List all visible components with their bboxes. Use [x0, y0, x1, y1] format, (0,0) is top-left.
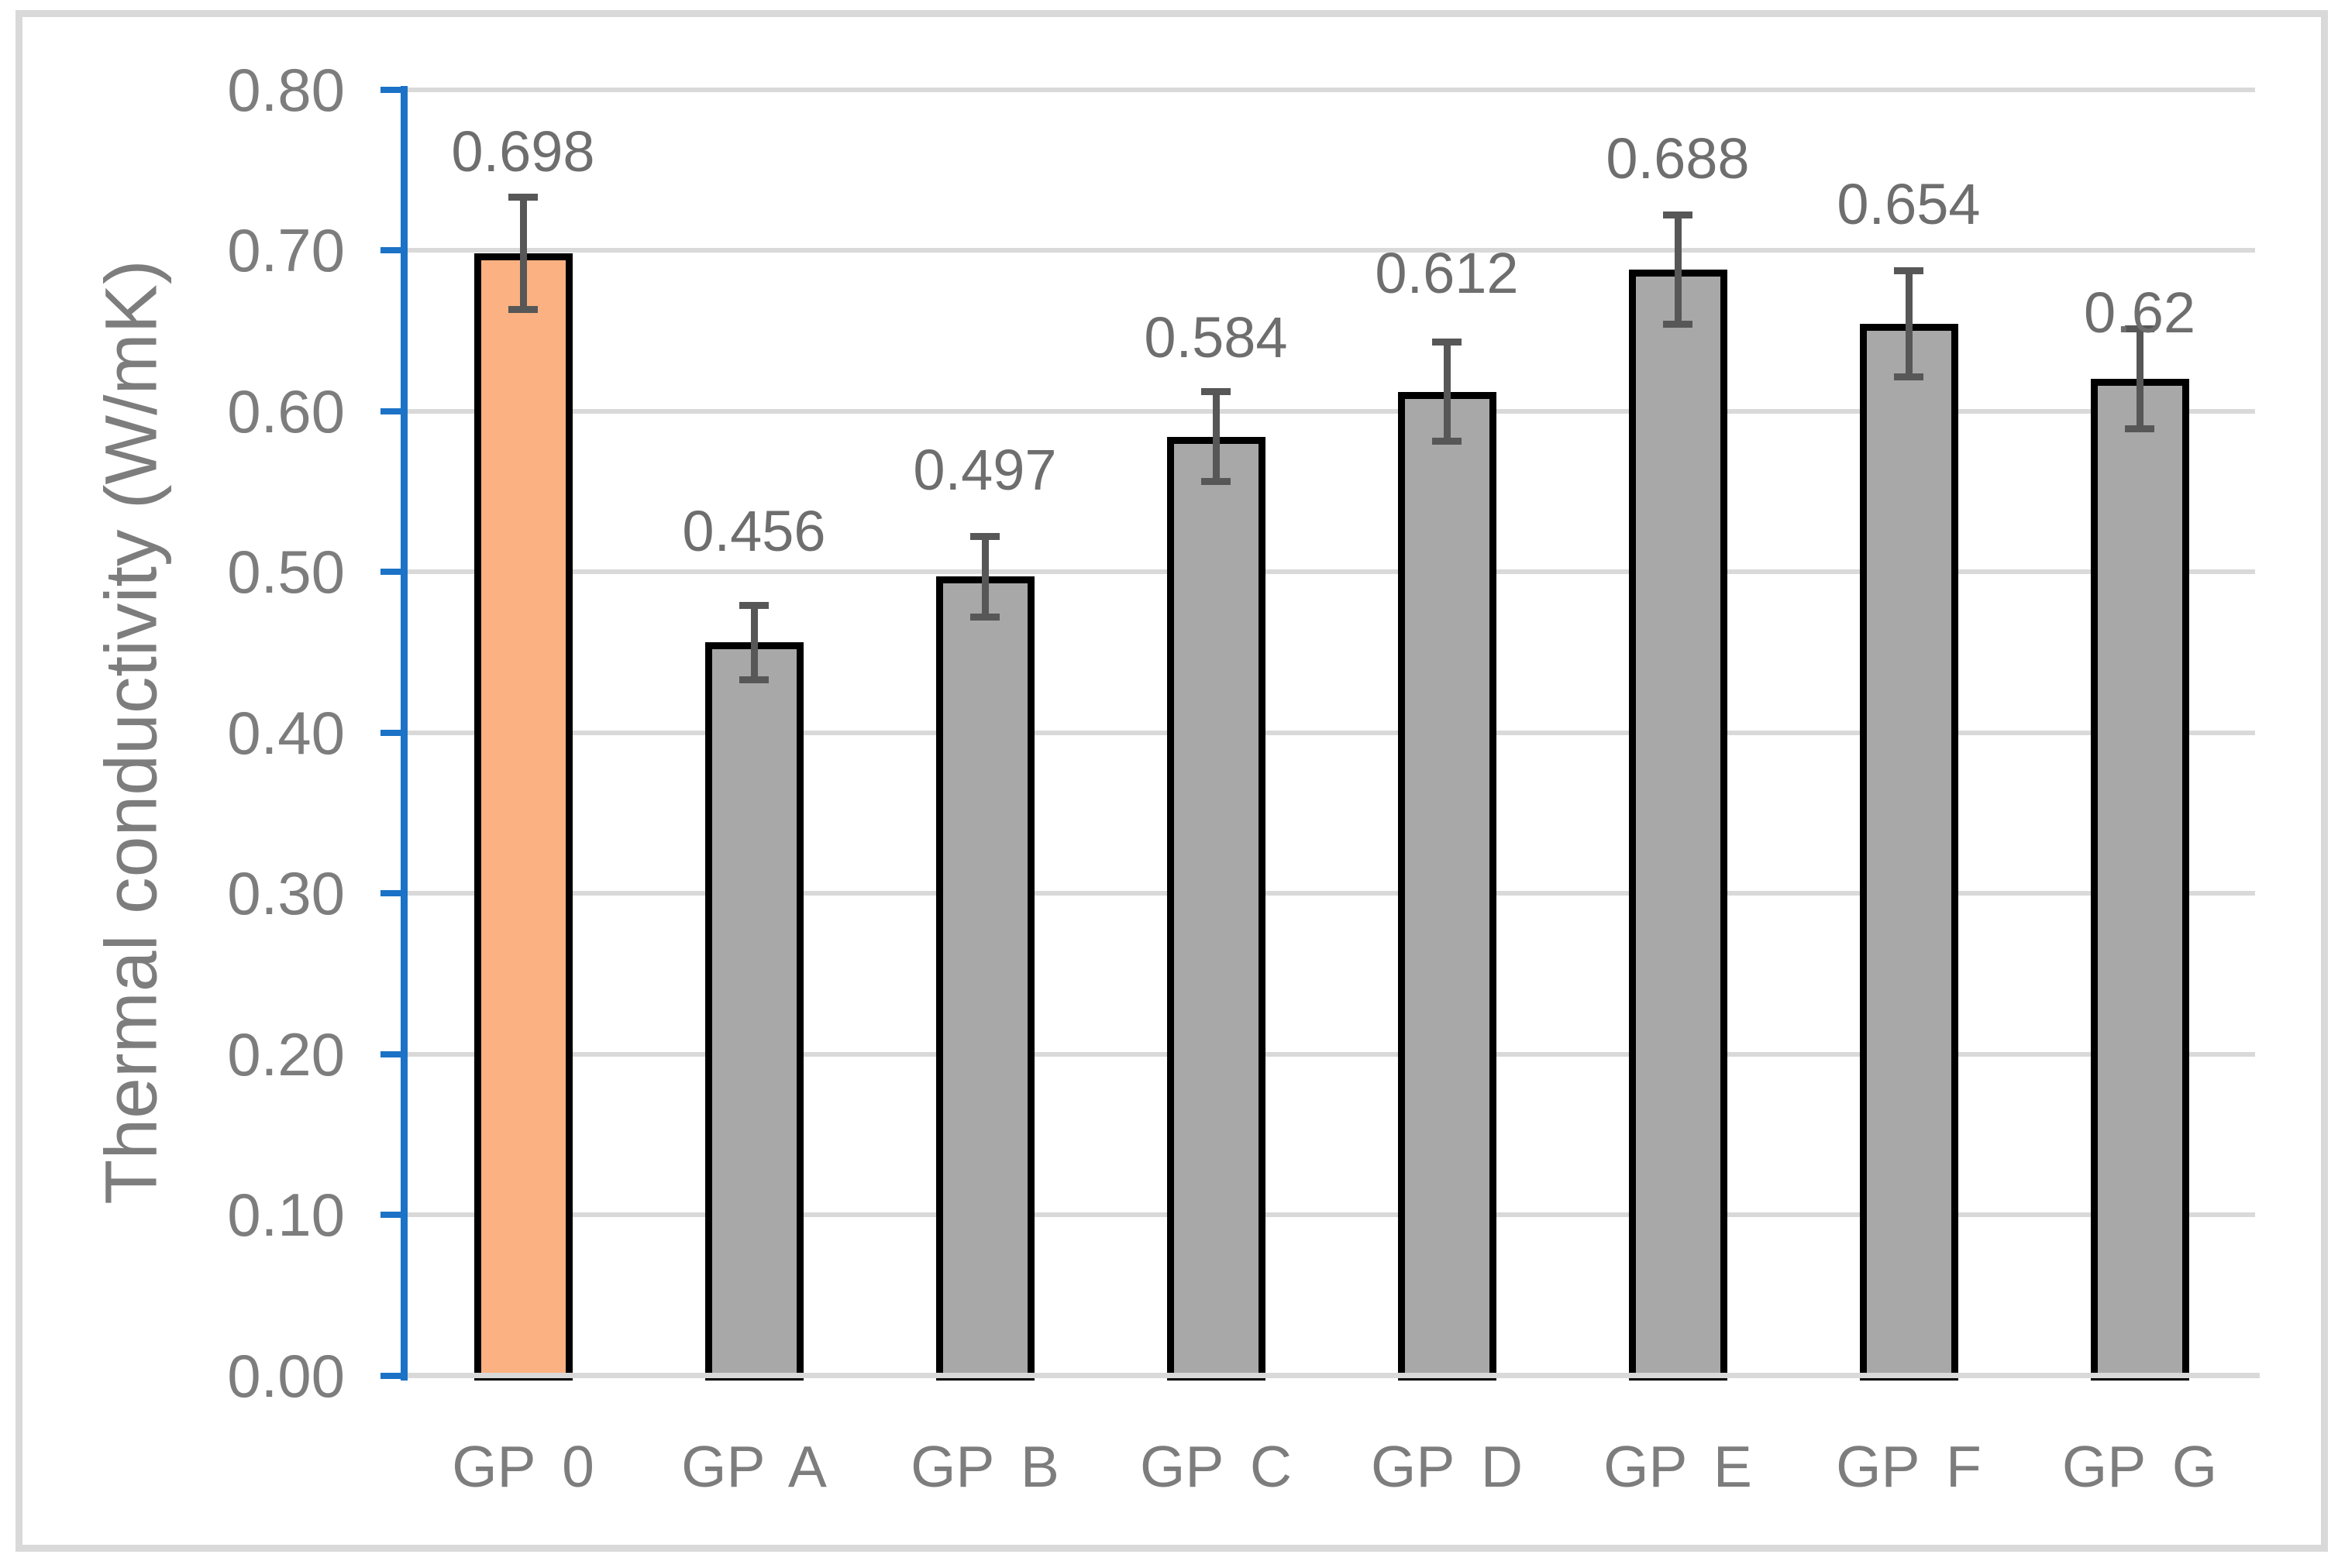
- error-bar-cap-top: [508, 194, 538, 201]
- y-axis-tick: [380, 1050, 401, 1057]
- bar: [1397, 391, 1496, 1381]
- data-label: 0.654: [1837, 171, 1981, 236]
- error-bar-line: [750, 605, 758, 679]
- bar: [935, 576, 1035, 1381]
- error-bar-cap-bottom: [2125, 425, 2154, 432]
- error-bar-cap-bottom: [1894, 373, 1923, 381]
- y-axis-tick: [380, 729, 401, 736]
- error-bar-line: [1674, 215, 1682, 325]
- error-bar-cap-bottom: [1663, 320, 1692, 328]
- error-bar-cap-bottom: [508, 306, 538, 314]
- y-tick-label: 0.20: [227, 1020, 345, 1088]
- y-tick-label: 0.50: [227, 538, 345, 606]
- error-bar-cap-top: [1432, 338, 1462, 346]
- error-bar-line: [1905, 270, 1913, 377]
- y-axis-line: [401, 86, 408, 1381]
- error-bar-cap-bottom: [1432, 438, 1462, 445]
- error-bar-cap-top: [2125, 325, 2154, 333]
- gridline: [408, 248, 2255, 253]
- error-bar-cap-top: [1663, 211, 1692, 218]
- y-tick-label: 0.60: [227, 377, 345, 445]
- y-tick-label: 0.40: [227, 698, 345, 767]
- x-category-label: GP D: [1370, 1434, 1524, 1499]
- y-tick-label: 0.10: [227, 1181, 345, 1249]
- error-bar-cap-top: [1201, 388, 1231, 396]
- x-category-label: GP F: [1836, 1434, 1982, 1499]
- figure-border: [15, 10, 2328, 1552]
- gridline: [408, 87, 2255, 92]
- error-bar-cap-bottom: [1201, 478, 1231, 486]
- error-bar-line: [1212, 391, 1220, 482]
- data-label: 0.612: [1375, 241, 1519, 306]
- y-tick-label: 0.00: [227, 1341, 345, 1410]
- y-axis-tick: [380, 1372, 401, 1379]
- x-category-label: GP G: [2061, 1434, 2218, 1499]
- y-axis-tick: [380, 247, 401, 253]
- error-bar-line: [981, 536, 989, 617]
- y-axis-tick: [380, 1212, 401, 1218]
- data-label: 0.698: [451, 119, 595, 184]
- y-tick-label: 0.30: [227, 859, 345, 927]
- bar: [473, 253, 573, 1381]
- error-bar-cap-top: [970, 532, 1000, 540]
- error-bar-line: [519, 197, 527, 310]
- error-bar-cap-bottom: [739, 676, 769, 683]
- y-axis-tick: [380, 86, 401, 93]
- bar: [2090, 379, 2189, 1381]
- x-category-label: GP A: [681, 1434, 827, 1499]
- bar: [1166, 436, 1265, 1381]
- error-bar-cap-top: [1894, 267, 1923, 275]
- error-bar-line: [1443, 342, 1451, 442]
- bar: [704, 642, 804, 1381]
- error-bar-line: [2136, 328, 2143, 429]
- y-axis-tick: [380, 407, 401, 414]
- bar: [1628, 269, 1727, 1381]
- x-category-label: GP B: [911, 1434, 1059, 1499]
- data-label: 0.497: [913, 438, 1057, 503]
- gridline: [408, 1051, 2255, 1057]
- gridline: [408, 1212, 2255, 1217]
- gridline: [408, 891, 2255, 896]
- data-label: 0.456: [682, 498, 826, 563]
- x-axis-baseline: [408, 1373, 2260, 1378]
- data-label: 0.62: [2083, 280, 2196, 345]
- data-label: 0.584: [1144, 304, 1288, 370]
- y-axis-tick: [380, 569, 401, 575]
- error-bar-cap-bottom: [970, 613, 1000, 621]
- bar: [1859, 324, 1958, 1381]
- x-category-label: GP C: [1139, 1434, 1293, 1499]
- x-category-label: GP 0: [452, 1434, 594, 1499]
- y-axis-tick: [380, 890, 401, 896]
- gridline: [408, 569, 2255, 574]
- error-bar-cap-top: [739, 602, 769, 610]
- x-category-label: GP E: [1603, 1434, 1752, 1499]
- y-tick-label: 0.70: [227, 216, 345, 284]
- gridline: [408, 730, 2255, 735]
- y-tick-label: 0.80: [227, 55, 345, 124]
- data-label: 0.688: [1606, 126, 1750, 191]
- gridline: [408, 408, 2255, 414]
